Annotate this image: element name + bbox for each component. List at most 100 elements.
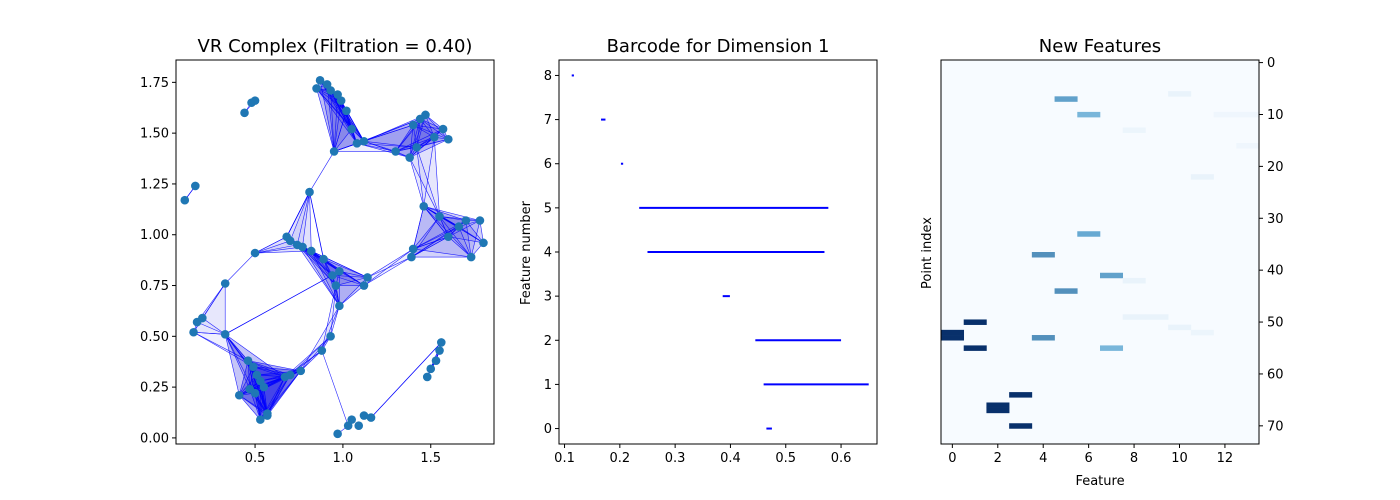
vr-triangle <box>323 259 364 306</box>
vr-ytick-label: 1.75 <box>140 76 169 91</box>
heatmap-cell <box>941 335 965 341</box>
vr-triangle <box>395 139 449 158</box>
vr-ytick-label: 1.50 <box>140 127 169 142</box>
vr-point <box>259 382 269 392</box>
barcode-ytick-label: 6 <box>544 157 552 172</box>
vr-edge <box>323 259 340 306</box>
vr-edge <box>238 366 254 396</box>
barcode-panel: 0.1 0.2 0.3 0.4 0.5 0.6 0 1 2 3 4 5 6 7 8 <box>544 59 878 466</box>
vr-triangle <box>225 334 261 396</box>
vr-edge <box>423 205 481 221</box>
vr-point <box>198 313 207 323</box>
vr-triangle <box>411 206 459 258</box>
vr-triangle <box>458 220 484 243</box>
heatmap-ytick-label: 10 <box>1267 108 1284 123</box>
vr-triangle <box>248 360 301 382</box>
vr-point <box>319 254 328 264</box>
vr-point <box>180 195 190 205</box>
vr-point <box>298 242 307 252</box>
heatmap-ytick-label: 30 <box>1267 212 1284 227</box>
vr-edge <box>363 256 412 286</box>
heatmap-cell <box>1236 111 1260 118</box>
vr-point <box>191 181 200 191</box>
vr-point <box>444 134 453 144</box>
barcode-xtick-label: 0.1 <box>554 451 575 466</box>
vr-edge <box>311 250 333 276</box>
vr-edge <box>420 118 449 140</box>
vr-triangle <box>413 236 472 258</box>
vr-triangle <box>420 114 449 140</box>
vr-point <box>285 370 295 380</box>
vr-edge <box>286 191 310 237</box>
vr-point <box>250 248 260 258</box>
vr-edge <box>413 236 449 250</box>
vr-edge <box>330 90 365 142</box>
vr-point <box>234 390 244 400</box>
vr-triangle <box>409 137 449 158</box>
heatmap-cell <box>963 319 987 325</box>
vr-edge <box>309 191 324 260</box>
vr-edge <box>465 220 472 258</box>
vr-triangle <box>255 240 298 254</box>
vr-complex-panel: 0.5 1.0 1.5 0.00 0.25 0.50 0.75 1.00 1.25 1.50 1.7… <box>140 59 495 466</box>
vr-edge <box>267 374 291 414</box>
vr-edge <box>239 394 268 414</box>
vr-triangle <box>439 216 484 258</box>
heatmap-xtick-label: 4 <box>1039 451 1047 466</box>
vr-point <box>326 332 335 341</box>
vr-edge <box>247 360 251 390</box>
vr-triangle <box>249 374 291 414</box>
barcode-ytick-label: 7 <box>544 113 552 128</box>
heatmap-cell <box>1009 423 1033 429</box>
vr-xtick-label: 1.0 <box>333 451 354 466</box>
vr-edge <box>302 246 340 307</box>
heatmap-cell <box>1100 345 1124 351</box>
vr-triangle <box>334 100 352 152</box>
vr-triangle <box>239 393 261 420</box>
vr-point <box>466 252 476 262</box>
vr-edge <box>332 275 365 286</box>
vr-triangle <box>249 370 301 414</box>
vr-triangle <box>363 141 417 152</box>
vr-edge <box>224 334 256 394</box>
heatmap-cell <box>1054 288 1078 294</box>
vr-edge <box>423 137 435 207</box>
vr-triangle <box>290 192 310 247</box>
vr-point <box>328 271 337 280</box>
vr-point <box>317 346 327 355</box>
vr-edge <box>254 240 291 254</box>
vr-triangle <box>411 216 449 258</box>
vr-edge <box>416 118 421 148</box>
vr-point <box>426 364 436 374</box>
vr-point <box>366 413 376 422</box>
vr-edge <box>412 216 440 250</box>
vr-edge <box>260 370 301 382</box>
vr-edge <box>439 216 480 221</box>
vr-triangle <box>395 114 435 152</box>
vr-edge <box>409 118 421 158</box>
vr-point <box>249 362 258 372</box>
heatmap-ytick-label: 20 <box>1267 160 1284 175</box>
vr-edge <box>448 220 481 238</box>
heatmap-cell <box>1213 111 1237 118</box>
vr-triangle <box>411 206 466 258</box>
vr-edge <box>284 336 331 378</box>
vr-point <box>220 279 230 288</box>
vr-triangle <box>425 114 444 138</box>
vr-point <box>429 132 439 142</box>
barcode-xtick-label: 0.2 <box>609 451 630 466</box>
heatmap-ylabel: Point index <box>920 217 935 289</box>
vr-edge <box>330 285 337 337</box>
heatmap-cell <box>1077 111 1101 118</box>
vr-triangle <box>255 376 285 420</box>
vr-point <box>312 84 321 93</box>
vr-triangle <box>239 374 291 420</box>
vr-edge <box>238 360 249 396</box>
vr-triangle <box>465 220 480 258</box>
vr-point <box>407 252 416 262</box>
vr-edge <box>363 248 414 286</box>
vr-edge <box>370 342 442 418</box>
vr-triangle <box>423 206 466 227</box>
heatmap-cell <box>1190 174 1214 180</box>
vr-triangle <box>290 192 310 245</box>
